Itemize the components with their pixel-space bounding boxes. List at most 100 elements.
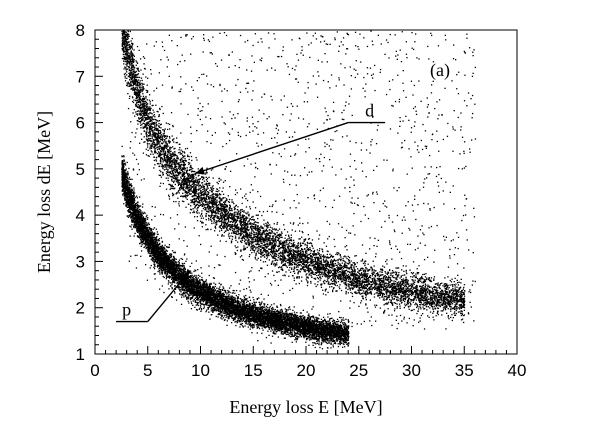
p-point	[343, 328, 345, 330]
p-point	[168, 253, 171, 256]
p-point	[282, 328, 284, 330]
p-point	[326, 325, 328, 327]
p-point	[152, 242, 154, 244]
p-point	[340, 325, 342, 327]
p-point	[249, 305, 251, 307]
p-point	[348, 343, 350, 345]
p-point	[346, 326, 348, 328]
p-point	[319, 346, 321, 349]
p-point	[221, 308, 223, 310]
p-point	[308, 334, 311, 336]
p-point	[122, 185, 125, 188]
p-point	[173, 267, 175, 269]
p-point	[122, 186, 124, 189]
p-point	[207, 288, 209, 290]
p-point	[333, 340, 335, 343]
p-point	[136, 228, 138, 230]
p-point	[337, 343, 339, 345]
p-point	[247, 326, 249, 328]
p-point	[259, 324, 261, 326]
p-point	[154, 242, 156, 244]
p-point	[225, 299, 227, 301]
p-point	[325, 328, 327, 330]
p-point	[160, 257, 162, 259]
p-point	[304, 326, 306, 329]
p-point	[282, 320, 284, 322]
p-point	[286, 333, 288, 335]
p-point	[316, 329, 318, 331]
p-point	[170, 253, 173, 255]
p-point	[214, 295, 216, 297]
p-point	[344, 323, 346, 325]
p-point	[182, 287, 184, 289]
p-point	[134, 227, 136, 229]
p-point	[245, 301, 248, 304]
p-point	[139, 221, 141, 224]
p-point	[337, 330, 339, 332]
p-point	[341, 330, 343, 332]
p-point	[155, 236, 157, 238]
p-point	[304, 317, 306, 319]
p-point	[294, 327, 296, 329]
p-point	[141, 238, 144, 240]
p-point	[134, 192, 136, 194]
p-point	[130, 194, 132, 196]
p-point	[232, 312, 234, 314]
p-point	[309, 339, 311, 341]
p-point	[141, 220, 143, 222]
p-point	[238, 312, 240, 314]
p-point	[184, 271, 186, 274]
p-point	[257, 323, 259, 325]
p-point	[144, 229, 146, 232]
p-point	[290, 336, 292, 338]
p-point	[345, 323, 347, 326]
p-point	[168, 288, 170, 290]
p-point	[323, 319, 326, 321]
p-point	[284, 315, 287, 317]
p-point	[250, 320, 253, 322]
p-point	[237, 309, 240, 312]
p-point	[172, 263, 175, 265]
p-point	[326, 322, 328, 324]
p-point	[241, 322, 243, 325]
p-point	[147, 249, 150, 251]
p-point	[268, 317, 270, 320]
p-point	[285, 310, 288, 312]
p-point	[199, 299, 201, 301]
p-point	[121, 170, 124, 173]
p-point	[331, 325, 333, 327]
p-point	[320, 327, 322, 329]
p-point	[150, 246, 153, 248]
p-point	[250, 306, 252, 308]
p-point	[292, 327, 295, 330]
p-point	[186, 293, 188, 295]
p-point	[312, 344, 314, 346]
p-point	[276, 315, 278, 317]
p-point	[216, 295, 218, 297]
p-point	[318, 337, 321, 339]
p-point	[334, 342, 337, 345]
p-point	[125, 168, 127, 170]
p-point	[254, 319, 256, 321]
p-point	[187, 298, 189, 300]
p-point	[214, 310, 216, 312]
p-point	[242, 320, 244, 322]
p-point	[181, 265, 183, 267]
p-point	[325, 324, 327, 326]
p-point	[213, 300, 215, 302]
p-point	[229, 314, 231, 316]
p-point	[236, 307, 238, 310]
p-point	[139, 229, 141, 231]
p-point	[232, 289, 234, 292]
p-point	[176, 264, 178, 266]
p-point	[211, 303, 213, 306]
p-point	[142, 213, 145, 215]
p-point	[284, 312, 286, 314]
p-point	[261, 324, 263, 327]
p-point	[237, 312, 239, 314]
p-point	[123, 197, 126, 199]
p-point	[338, 324, 340, 326]
p-point	[276, 310, 278, 312]
p-point	[310, 337, 312, 339]
p-point	[314, 320, 317, 322]
